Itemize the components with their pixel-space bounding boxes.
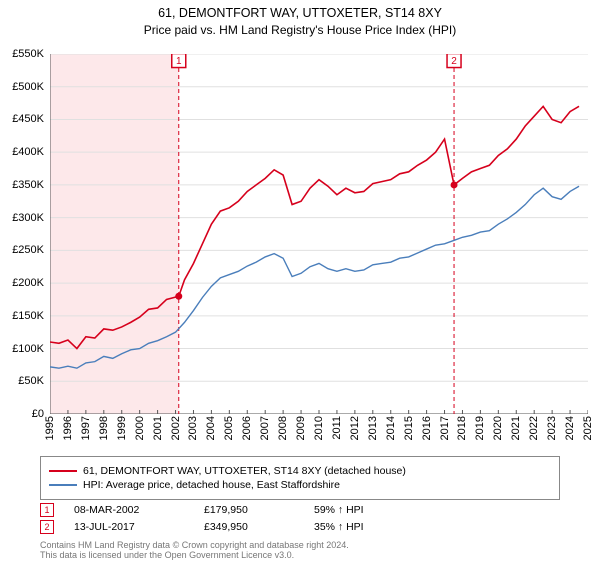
sale-row: 1 08-MAR-2002£179,95059% ↑ HPI xyxy=(40,503,560,517)
x-tick-label: 2014 xyxy=(385,416,397,440)
sale-price: £179,950 xyxy=(204,504,314,516)
x-axis-labels: 1995199619971998199920002001200220032004… xyxy=(50,416,588,456)
x-tick-label: 2016 xyxy=(421,416,433,440)
plot-area: 12 xyxy=(50,54,588,414)
x-tick-label: 2020 xyxy=(492,416,504,440)
x-tick-label: 2012 xyxy=(349,416,361,440)
x-tick-label: 1999 xyxy=(116,416,128,440)
x-tick-label: 2021 xyxy=(510,416,522,440)
line-chart-svg: 12 xyxy=(50,54,588,414)
footer-note: Contains HM Land Registry data © Crown c… xyxy=(40,540,349,561)
legend-label-hpi: HPI: Average price, detached house, East… xyxy=(83,479,340,491)
y-tick-label: £50K xyxy=(18,375,44,387)
x-tick-label: 2009 xyxy=(295,416,307,440)
x-tick-label: 2011 xyxy=(331,416,343,440)
y-tick-label: £550K xyxy=(12,48,44,60)
sale-marker-box: 1 xyxy=(40,503,54,517)
x-tick-label: 1996 xyxy=(62,416,74,440)
x-tick-label: 1995 xyxy=(44,416,56,440)
x-tick-label: 2008 xyxy=(277,416,289,440)
x-tick-label: 2019 xyxy=(474,416,486,440)
legend: 61, DEMONTFORT WAY, UTTOXETER, ST14 8XY … xyxy=(40,456,560,500)
footer-line1: Contains HM Land Registry data © Crown c… xyxy=(40,540,349,550)
x-tick-label: 2013 xyxy=(367,416,379,440)
sale-points-table: 1 08-MAR-2002£179,95059% ↑ HPI 2 13-JUL-201… xyxy=(40,500,560,537)
y-tick-label: £300K xyxy=(12,212,44,224)
x-tick-label: 2010 xyxy=(313,416,325,440)
x-tick-label: 2004 xyxy=(205,416,217,440)
legend-label-prop: 61, DEMONTFORT WAY, UTTOXETER, ST14 8XY … xyxy=(83,465,406,477)
x-tick-label: 2022 xyxy=(528,416,540,440)
x-tick-label: 2001 xyxy=(152,416,164,440)
y-axis-labels: £0£50K£100K£150K£200K£250K£300K£350K£400… xyxy=(0,54,48,414)
y-tick-label: £250K xyxy=(12,244,44,256)
sale-date: 13-JUL-2017 xyxy=(74,521,204,533)
y-tick-label: £200K xyxy=(12,277,44,289)
chart-title: 61, DEMONTFORT WAY, UTTOXETER, ST14 8XY xyxy=(0,6,600,20)
x-tick-label: 2024 xyxy=(564,416,576,440)
legend-item-hpi: HPI: Average price, detached house, East… xyxy=(49,479,551,491)
footer-line2: This data is licensed under the Open Gov… xyxy=(40,550,349,560)
x-tick-label: 2023 xyxy=(546,416,558,440)
x-tick-label: 2025 xyxy=(582,416,594,440)
legend-swatch-hpi xyxy=(49,484,77,486)
y-tick-label: £0 xyxy=(32,408,44,420)
y-tick-label: £350K xyxy=(12,179,44,191)
y-tick-label: £500K xyxy=(12,81,44,93)
x-tick-label: 1998 xyxy=(98,416,110,440)
sale-price: £349,950 xyxy=(204,521,314,533)
y-tick-label: £150K xyxy=(12,310,44,322)
svg-text:2: 2 xyxy=(451,56,457,67)
sale-delta: 35% ↑ HPI xyxy=(314,521,364,533)
x-tick-label: 2015 xyxy=(403,416,415,440)
svg-text:1: 1 xyxy=(176,56,182,67)
y-tick-label: £450K xyxy=(12,113,44,125)
x-tick-label: 2005 xyxy=(223,416,235,440)
x-tick-label: 2000 xyxy=(134,416,146,440)
x-tick-label: 2007 xyxy=(259,416,271,440)
x-tick-label: 2018 xyxy=(456,416,468,440)
legend-item-prop: 61, DEMONTFORT WAY, UTTOXETER, ST14 8XY … xyxy=(49,465,551,477)
x-tick-label: 1997 xyxy=(80,416,92,440)
y-tick-label: £100K xyxy=(12,343,44,355)
x-tick-label: 2003 xyxy=(187,416,199,440)
x-tick-label: 2002 xyxy=(170,416,182,440)
x-tick-label: 2006 xyxy=(241,416,253,440)
chart-subtitle: Price paid vs. HM Land Registry's House … xyxy=(0,23,600,37)
legend-swatch-prop xyxy=(49,470,77,472)
x-tick-label: 2017 xyxy=(439,416,451,440)
chart-container: 61, DEMONTFORT WAY, UTTOXETER, ST14 8XY … xyxy=(0,6,600,566)
sale-date: 08-MAR-2002 xyxy=(74,504,204,516)
y-tick-label: £400K xyxy=(12,146,44,158)
sale-delta: 59% ↑ HPI xyxy=(314,504,364,516)
sale-row: 2 13-JUL-2017£349,95035% ↑ HPI xyxy=(40,520,560,534)
sale-marker-box: 2 xyxy=(40,520,54,534)
